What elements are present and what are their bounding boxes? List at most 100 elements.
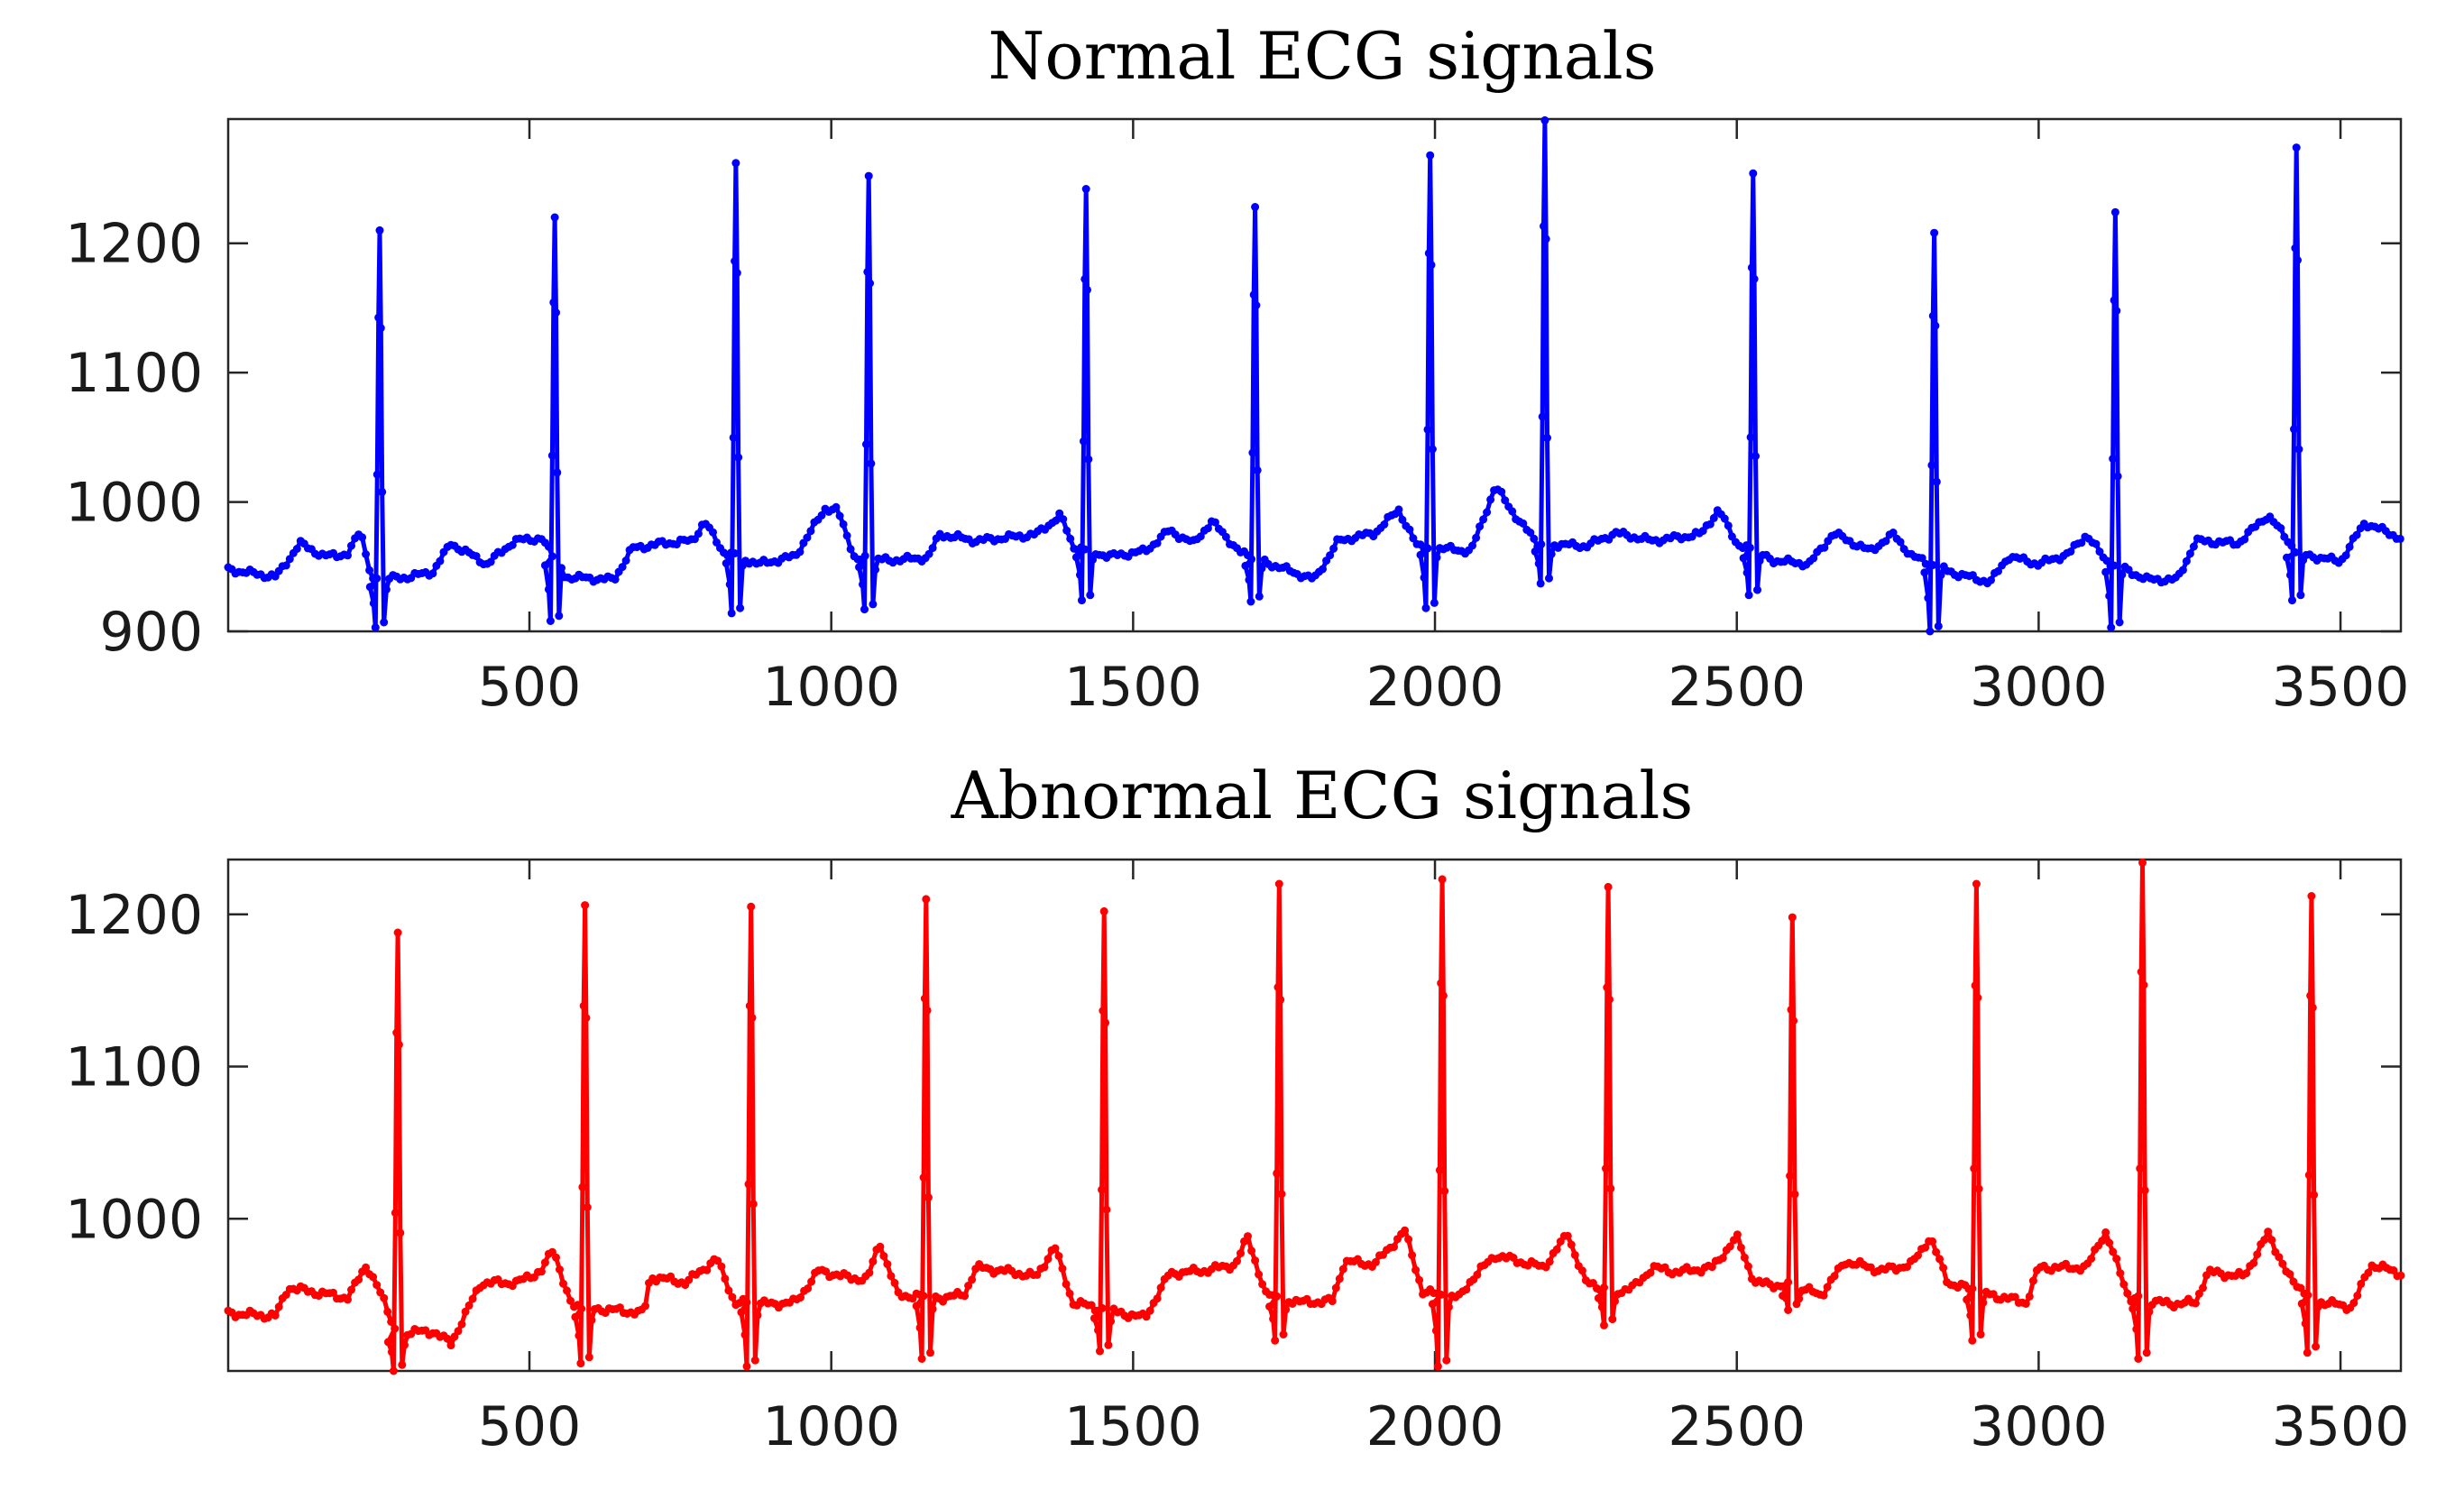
- normal-ecg-point: [2115, 618, 2124, 627]
- normal-ecg-point: [1936, 571, 1945, 580]
- normal-ecg-point: [2107, 623, 2116, 632]
- abnormal-ecg-point: [1273, 1169, 1282, 1178]
- abnormal-ecg-point: [1603, 983, 1612, 992]
- abnormal-ecg-point: [1795, 1294, 1804, 1303]
- abnormal-ecg-point: [1932, 1247, 1941, 1256]
- normal-ecg-point: [1541, 235, 1550, 244]
- abnormal-ecg-point: [1058, 1265, 1067, 1273]
- abnormal-ecg-point: [912, 1301, 921, 1311]
- abnormal-ecg-point: [2145, 1307, 2154, 1316]
- normal-ecg-point: [1430, 598, 1439, 607]
- normal-ecg-point: [372, 470, 382, 479]
- abnormal-ecg-point: [747, 902, 756, 911]
- abnormal-ecg-point: [1428, 1300, 1437, 1309]
- abnormal-ecg-point: [2105, 1238, 2114, 1247]
- abnormal-ecg-point: [389, 1366, 398, 1375]
- normal-ecg-point: [2178, 566, 2187, 575]
- normal-ecg-point: [924, 549, 933, 558]
- normal-ecg-point: [2118, 570, 2127, 579]
- normal-ecg-point: [281, 561, 290, 570]
- normal-ecg-point: [1380, 520, 1389, 529]
- abnormal-x-tick-label: 1000: [762, 1395, 900, 1458]
- normal-y-tick-label: 1000: [65, 472, 203, 535]
- abnormal-ecg-point: [468, 1294, 477, 1303]
- normal-ecg-point: [1066, 534, 1075, 543]
- normal-ecg-point: [472, 552, 481, 561]
- normal-ecg-point: [380, 618, 389, 627]
- abnormal-ecg-point: [1972, 879, 1981, 888]
- normal-ecg-point: [2112, 307, 2121, 316]
- normal-ecg-point: [694, 529, 703, 538]
- abnormal-ecg-point: [2132, 1325, 2141, 1334]
- abnormal-ecg-point: [556, 1265, 564, 1274]
- abnormal-ecg-panel: Abnormal ECG signals 500 1000 1500 2000 2500…: [65, 758, 2409, 1458]
- abnormal-ecg-point: [2021, 1300, 2030, 1308]
- abnormal-ecg-point: [1444, 1302, 1453, 1311]
- normal-ecg-point: [860, 551, 869, 560]
- normal-ecg-point: [1059, 515, 1068, 524]
- abnormal-ecg-point: [391, 1324, 400, 1333]
- normal-ecg-point: [1427, 261, 1436, 270]
- normal-ecg-point: [2110, 207, 2119, 216]
- abnormal-ecg-point: [915, 1323, 924, 1332]
- abnormal-ecg-point: [1819, 1291, 1828, 1300]
- abnormal-ecg-point: [2116, 1269, 2125, 1278]
- abnormal-plot-frame: [226, 858, 2403, 1373]
- abnormal-ecg-point: [1963, 1295, 1972, 1304]
- abnormal-ecg-point: [807, 1277, 816, 1286]
- abnormal-ecg-point: [461, 1307, 470, 1316]
- abnormal-ecg-point: [1725, 1242, 1734, 1251]
- normal-ecg-point: [867, 459, 876, 468]
- normal-ecg-point: [1547, 549, 1556, 558]
- abnormal-ecg-point: [464, 1301, 473, 1310]
- abnormal-ecg-point: [2136, 1164, 2145, 1173]
- normal-ecg-point: [731, 257, 740, 265]
- abnormal-ecg-point: [347, 1285, 355, 1294]
- abnormal-ecg-point: [1974, 1184, 1983, 1193]
- abnormal-ecg-point: [1968, 1336, 1977, 1345]
- normal-ecg-point: [552, 308, 560, 317]
- normal-ecg-point: [547, 552, 556, 561]
- normal-ecg-point: [285, 555, 294, 564]
- normal-ecg-point: [1526, 529, 1535, 537]
- normal-ecg-point: [1052, 516, 1061, 525]
- abnormal-ecg-point: [1830, 1272, 1839, 1281]
- normal-ecg-point: [1934, 621, 1943, 630]
- normal-ecg-point: [1251, 203, 1260, 211]
- abnormal-ecg-point: [579, 1001, 588, 1010]
- abnormal-ecg-point: [1784, 1278, 1793, 1287]
- abnormal-ecg-point: [383, 1307, 392, 1316]
- abnormal-ecg-point: [2364, 1268, 2373, 1277]
- normal-ecg-point: [1749, 169, 1758, 178]
- abnormal-ecg-point: [1273, 983, 1283, 992]
- abnormal-ecg-point: [928, 1304, 937, 1313]
- normal-ecg-point: [2292, 143, 2301, 152]
- normal-ecg-point: [1536, 579, 1545, 588]
- abnormal-ecg-point: [2357, 1279, 2366, 1288]
- abnormal-ecg-point: [1606, 1184, 1615, 1193]
- abnormal-ecg-point: [2396, 1271, 2405, 1280]
- normal-ecg-point: [1545, 574, 1553, 583]
- normal-ecg-point: [1080, 437, 1088, 446]
- normal-ecg-point: [1081, 185, 1090, 193]
- abnormal-ecg-point: [1914, 1251, 1922, 1260]
- normal-y-tick-label: 1100: [65, 342, 203, 405]
- abnormal-ecg-point: [1935, 1255, 1945, 1264]
- abnormal-ecg-point: [1473, 1270, 1482, 1279]
- normal-y-tick-label: 900: [99, 601, 203, 664]
- abnormal-ecg-point: [274, 1302, 283, 1311]
- normal-ecg-point: [1248, 448, 1257, 457]
- normal-ecg-point: [1428, 445, 1437, 454]
- abnormal-ecg-point: [392, 1028, 401, 1037]
- normal-ecg-point: [1472, 533, 1481, 542]
- normal-ecg-point: [1538, 412, 1547, 421]
- normal-x-tick-label: 1000: [762, 656, 900, 719]
- normal-ecg-point: [2395, 534, 2404, 543]
- normal-ecg-point: [2276, 524, 2285, 532]
- normal-ecg-point: [347, 541, 355, 550]
- normal-ecg-point: [1930, 228, 1939, 237]
- normal-ecg-point: [862, 440, 870, 449]
- abnormal-ecg-point: [749, 1200, 758, 1209]
- normal-ecg-point: [1423, 544, 1432, 553]
